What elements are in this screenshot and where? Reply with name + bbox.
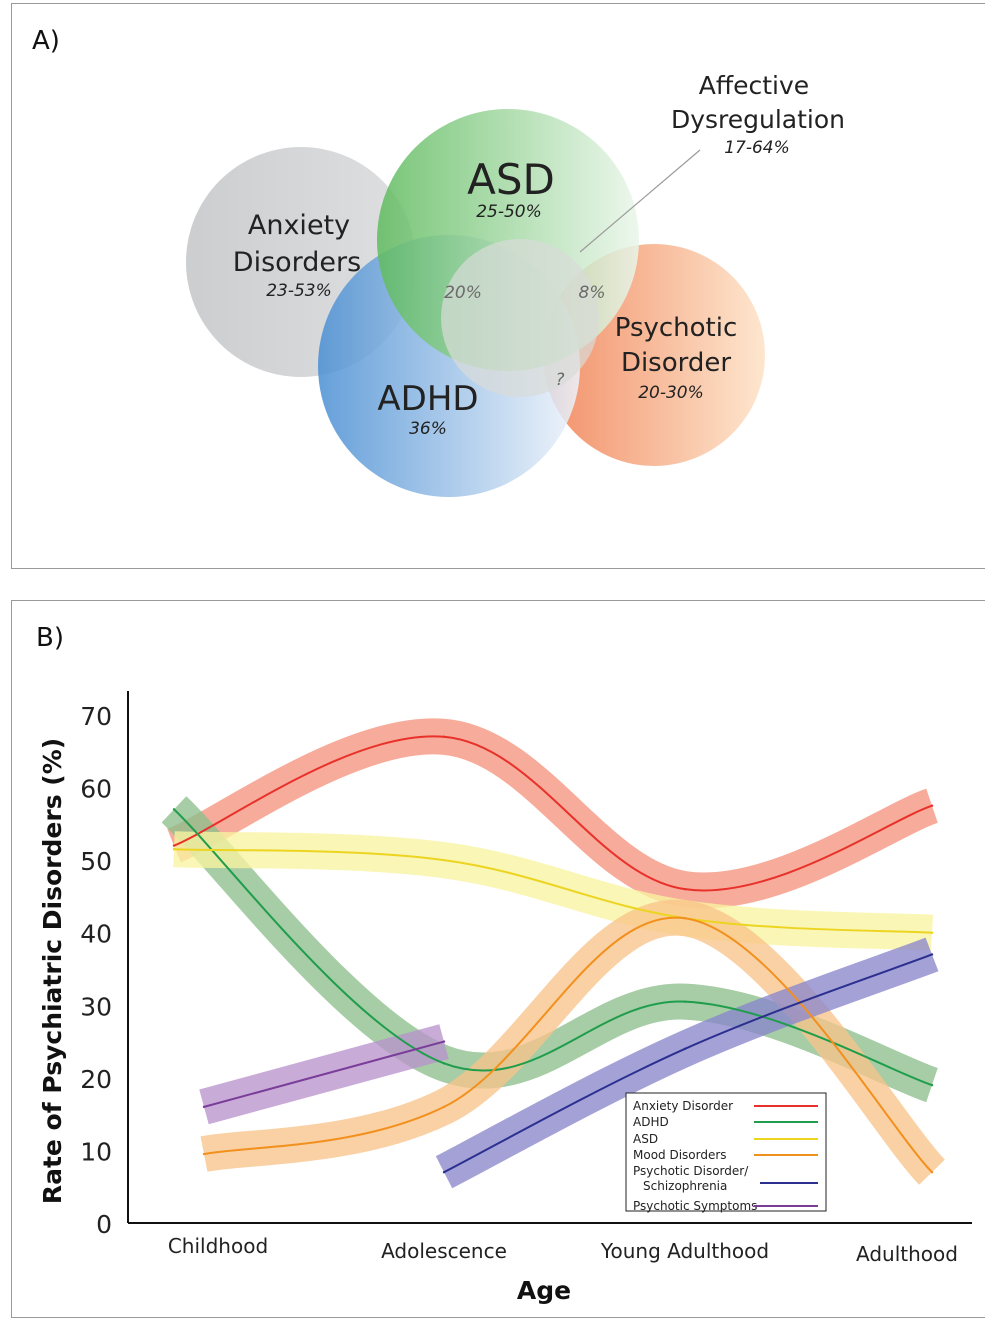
adhd-label: ADHD bbox=[377, 379, 478, 419]
point-psychotic-disorder-schizophrenia-2 bbox=[930, 953, 934, 956]
point-asd-0 bbox=[172, 848, 176, 851]
overlap-asd-adhd: 20% bbox=[444, 283, 482, 303]
overlap-asd-psychotic: 8% bbox=[579, 283, 606, 303]
line-chart: 0 10 20 30 40 50 60 70 Childhood Adolescence Young… bbox=[38, 691, 972, 1305]
y-tick-label: 60 bbox=[80, 775, 112, 804]
point-adhd-2 bbox=[683, 1000, 687, 1003]
point-mood-disorders-0 bbox=[202, 1152, 206, 1156]
y-axis-title: Rate of Psychiatric Disorders (%) bbox=[38, 738, 67, 1204]
point-adhd-0 bbox=[172, 808, 176, 811]
anxiety-label: Disorders bbox=[233, 247, 361, 278]
line-anxiety-disorder bbox=[173, 735, 933, 892]
x-tick-label: Childhood bbox=[168, 1234, 268, 1258]
y-tick-label: 0 bbox=[96, 1210, 112, 1239]
asd-range: 25-50% bbox=[476, 202, 542, 222]
line-asd bbox=[173, 848, 933, 934]
overlap-adhd-psychotic: ? bbox=[555, 370, 564, 390]
venn-circle-affective bbox=[441, 239, 599, 397]
line-adhd bbox=[173, 808, 933, 1087]
point-mood-disorders-3 bbox=[930, 1171, 934, 1174]
point-anxiety-disorder-1 bbox=[442, 735, 446, 738]
x-tick-label: Adolescence bbox=[381, 1239, 507, 1263]
point-psychotic-symptoms-1 bbox=[442, 1040, 446, 1043]
y-tick-label: 30 bbox=[80, 992, 112, 1021]
y-tick-label: 40 bbox=[80, 920, 112, 949]
y-tick-label: 10 bbox=[80, 1137, 112, 1166]
legend-label: ASD bbox=[633, 1132, 658, 1146]
panel-a: A) Anxiety Disorders 23-53% ASD 25-50% ADHD 36… bbox=[11, 3, 985, 569]
affective-range: 17-64% bbox=[724, 138, 790, 158]
asd-label: ASD bbox=[467, 155, 555, 204]
panel-b: B) 0 10 20 30 40 50 60 70 Childhood Adolescence Yo… bbox=[11, 600, 985, 1318]
x-tick-label: Adulthood bbox=[856, 1242, 958, 1266]
legend-label: Psychotic Symptoms bbox=[633, 1199, 757, 1213]
psychotic-label: Psychotic bbox=[615, 313, 738, 343]
anxiety-label: Anxiety bbox=[248, 210, 350, 241]
line-psychotic-symptoms bbox=[203, 1040, 445, 1108]
point-adhd-3 bbox=[930, 1083, 934, 1087]
y-tick-label: 70 bbox=[80, 702, 112, 731]
point-mood-disorders-1 bbox=[442, 1105, 446, 1109]
adhd-range: 36% bbox=[409, 419, 447, 439]
point-adhd-1 bbox=[442, 1062, 446, 1065]
psychotic-label: Disorder bbox=[621, 348, 731, 378]
legend-label: Anxiety Disorder bbox=[633, 1099, 733, 1113]
point-anxiety-disorder-2 bbox=[683, 887, 687, 891]
point-psychotic-disorder-schizophrenia-0 bbox=[442, 1171, 446, 1174]
x-tick-label: Young Adulthood bbox=[600, 1239, 769, 1263]
y-tick-label: 20 bbox=[80, 1065, 112, 1094]
anxiety-range: 23-53% bbox=[266, 281, 332, 301]
legend-label: Mood Disorders bbox=[633, 1148, 727, 1162]
point-mood-disorders-2 bbox=[683, 917, 687, 920]
legend-label: Schizophrenia bbox=[643, 1179, 727, 1193]
y-tick-label: 50 bbox=[80, 847, 112, 876]
point-anxiety-disorder-3 bbox=[930, 804, 934, 807]
x-axis-title: Age bbox=[517, 1276, 571, 1305]
affective-label: Dysregulation bbox=[671, 105, 845, 134]
legend-label: ADHD bbox=[633, 1115, 669, 1129]
point-psychotic-symptoms-0 bbox=[202, 1105, 206, 1109]
line-mood-disorders bbox=[203, 916, 933, 1173]
psychotic-range: 20-30% bbox=[638, 383, 704, 403]
point-psychotic-disorder-schizophrenia-1 bbox=[683, 1047, 687, 1051]
affective-callout-line bbox=[579, 149, 701, 253]
point-asd-3 bbox=[930, 931, 934, 934]
panel-b-label: B) bbox=[36, 623, 64, 653]
legend-label: Psychotic Disorder/ bbox=[633, 1164, 749, 1178]
point-asd-1 bbox=[442, 858, 446, 862]
legend-box bbox=[625, 1092, 827, 1212]
affective-label: Affective bbox=[699, 71, 809, 100]
panel-a-label: A) bbox=[32, 26, 60, 56]
point-anxiety-disorder-0 bbox=[172, 844, 176, 847]
